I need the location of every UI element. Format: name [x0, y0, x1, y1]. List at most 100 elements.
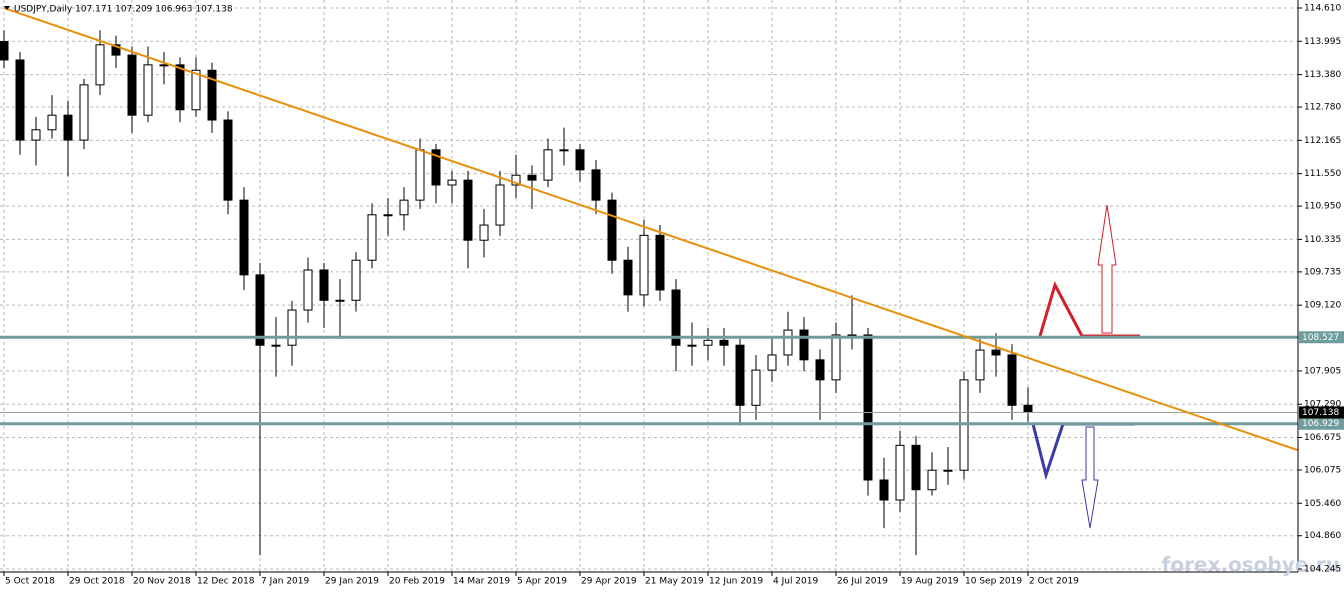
candle-body	[127, 54, 137, 116]
x-tick-label: 21 May 2019	[645, 577, 704, 587]
y-tick-label: 107.290	[1304, 400, 1341, 410]
trendline	[3, 7, 1299, 452]
level-label-box	[1299, 331, 1344, 344]
x-tick-label: 29 Oct 2018	[69, 577, 125, 587]
x-tick-label: 29 Apr 2019	[581, 577, 637, 587]
candle-body	[79, 84, 89, 141]
candle-body	[207, 69, 217, 121]
candle-body	[63, 114, 73, 141]
candle-body	[895, 444, 905, 501]
overlay	[0, 7, 1299, 529]
down-arrow	[1081, 426, 1099, 529]
y-tick-label: 109.120	[1304, 301, 1341, 311]
candle-body	[943, 469, 953, 472]
x-tick-label: 4 Jul 2019	[773, 577, 818, 587]
candle-body	[591, 169, 601, 201]
y-tick-label: 110.335	[1304, 235, 1341, 245]
y-tick-label: 111.550	[1304, 169, 1341, 179]
candle-body	[143, 64, 153, 116]
candle-body	[703, 339, 713, 346]
candle-body	[383, 214, 393, 217]
level-label: 108.527	[1302, 333, 1339, 343]
y-tick-label: 104.245	[1304, 565, 1341, 575]
x-tick-label: 5 Oct 2018	[5, 577, 55, 587]
y-tick-label: 112.165	[1304, 136, 1341, 146]
candle-body	[879, 479, 889, 501]
candle-body	[287, 309, 297, 346]
x-tick-label: 12 Dec 2018	[197, 577, 255, 587]
candle-body	[319, 269, 329, 301]
candle-body	[991, 349, 1001, 356]
x-tick-label: 2 Oct 2019	[1029, 577, 1079, 587]
x-tick-label: 19 Aug 2019	[901, 577, 959, 587]
price-label: 107.138	[1302, 408, 1339, 418]
candle-body	[687, 344, 697, 347]
candle-body	[975, 349, 985, 381]
x-tick-label: 29 Jan 2019	[325, 577, 379, 587]
candle-body	[735, 344, 745, 406]
candle-body	[95, 44, 105, 86]
y-tick-label: 112.780	[1304, 103, 1341, 113]
candle-body	[351, 259, 361, 301]
y-tick-label: 107.905	[1304, 366, 1341, 376]
candle-body	[607, 199, 617, 261]
candle-body	[751, 369, 761, 406]
candle-body	[175, 64, 185, 111]
x-tick-label: 7 Jan 2019	[261, 577, 309, 587]
candle-body	[527, 174, 537, 181]
candle-body	[111, 44, 121, 56]
candle-body	[255, 274, 265, 346]
up-arrow	[1097, 204, 1117, 334]
x-tick-label: 5 Apr 2019	[517, 577, 567, 587]
candle-body	[623, 259, 633, 296]
candle-body	[399, 199, 409, 216]
candle-body	[367, 214, 377, 261]
candle-body	[719, 339, 729, 346]
price-label-box	[1299, 406, 1344, 419]
candle-body	[303, 269, 313, 311]
x-tick-label: 14 Mar 2019	[453, 577, 510, 587]
y-tick-label: 113.380	[1304, 70, 1341, 80]
candle-body	[927, 469, 937, 491]
candle-body	[159, 64, 169, 67]
candle-body	[799, 329, 809, 361]
candle-body	[511, 174, 521, 186]
candle-body	[1007, 354, 1017, 406]
candle-body	[575, 149, 585, 171]
candle-body	[335, 299, 345, 302]
candle-body	[463, 179, 473, 241]
candle-body	[655, 234, 665, 291]
candle-body	[479, 224, 489, 241]
y-tick-label: 113.995	[1304, 37, 1341, 47]
y-tick-label: 104.860	[1304, 531, 1341, 541]
candle-body	[783, 329, 793, 356]
y-tick-label: 109.735	[1304, 267, 1341, 277]
candle-body	[543, 149, 553, 181]
candle-body	[495, 184, 505, 226]
y-tick-label: 106.675	[1304, 433, 1341, 443]
candle-body	[863, 334, 873, 481]
candle-body	[559, 149, 569, 152]
x-tick-label: 20 Feb 2019	[389, 577, 445, 587]
y-tick-label: 110.950	[1304, 202, 1341, 212]
y-tick-label: 105.460	[1304, 499, 1341, 509]
level-label: 106.929	[1302, 419, 1339, 429]
candle-body	[223, 119, 233, 201]
x-tick-label: 26 Jul 2019	[837, 577, 888, 587]
chart-title: USDJPY,Daily 107.171 107.209 106.963 107…	[14, 5, 233, 15]
candle-body	[271, 344, 281, 347]
candle-body	[639, 234, 649, 296]
x-tick-label: 10 Sep 2019	[965, 577, 1022, 587]
candle-body	[239, 199, 249, 276]
candle-body	[431, 149, 441, 186]
candle-body	[31, 129, 41, 141]
candle-body	[15, 59, 25, 141]
candle-body	[815, 359, 825, 381]
candle-body	[831, 334, 841, 381]
candle-body	[671, 289, 681, 346]
x-tick-label: 12 Jun 2019	[709, 577, 763, 587]
x-tick-label: 20 Nov 2018	[133, 577, 191, 587]
candle-body	[767, 354, 777, 371]
level-label-box	[1299, 417, 1344, 430]
